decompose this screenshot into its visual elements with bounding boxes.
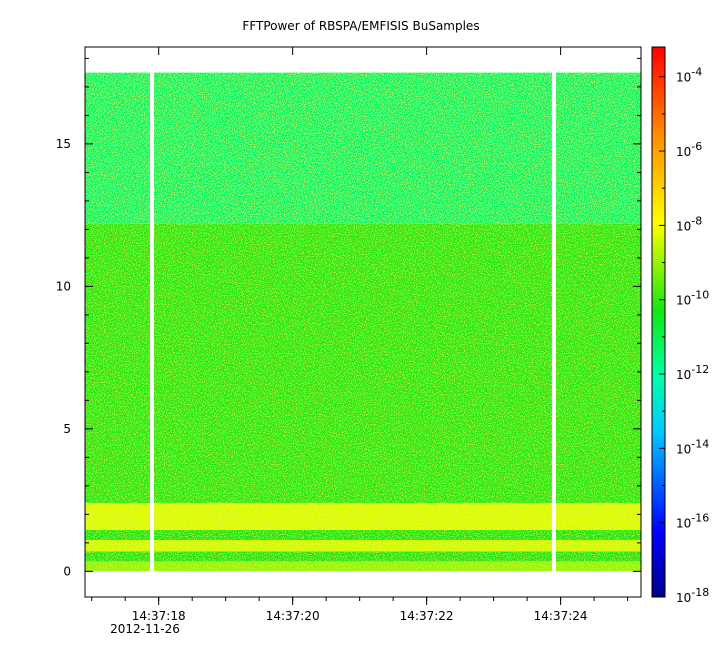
y-axis: 0 5 10 15: [56, 57, 641, 578]
data-gap: [149, 72, 154, 572]
spectrogram-band: [85, 72, 641, 224]
spectrogram-band: [85, 223, 641, 503]
spectrogram-band: [85, 561, 641, 572]
x-axis: 14:37:18 14:37:20 14:37:22 14:37:24: [91, 47, 629, 623]
y-tick-label: 5: [63, 422, 71, 436]
x-tick-label: 14:37:18: [132, 609, 186, 623]
colorbar-gradient: [651, 46, 666, 598]
colorbar-tick-label: 10-6: [676, 140, 702, 159]
colorbar-tick-label: 10-14: [676, 437, 709, 456]
chart-title: FFTPower of RBSPA/EMFISIS BuSamples: [242, 19, 479, 33]
spectrogram-band: [85, 540, 641, 552]
x-axis-date-label: 2012-11-26: [110, 622, 180, 636]
spectrogram-band: [85, 502, 641, 531]
y-tick-label: 15: [56, 137, 71, 151]
colorbar-tick-label: 10-16: [676, 512, 709, 531]
plot-area: [84, 46, 642, 598]
x-tick-label: 14:37:22: [400, 609, 454, 623]
colorbar-tick-label: 10-12: [676, 363, 709, 382]
y-tick-label: 10: [56, 279, 71, 293]
x-tick-label: 14:37:20: [266, 609, 320, 623]
spectrogram-band: [85, 530, 641, 541]
y-tick-label: 0: [63, 564, 71, 578]
spectrogram-bands: [85, 72, 641, 572]
colorbar-tick-label: 10-10: [676, 289, 709, 308]
colorbar-tick-label: 10-4: [676, 66, 702, 85]
data-gap: [551, 72, 556, 572]
spectrogram-band: [85, 551, 641, 562]
plot-frame: [84, 46, 642, 598]
colorbar-tick-label: 10-8: [676, 214, 702, 233]
x-tick-label: 14:37:24: [534, 609, 588, 623]
colorbar-tick-label: 10-18: [676, 586, 709, 605]
colorbar: 10-18 10-16 10-14 10-12 10-10 10-8 10-6 10-4: [651, 46, 709, 605]
